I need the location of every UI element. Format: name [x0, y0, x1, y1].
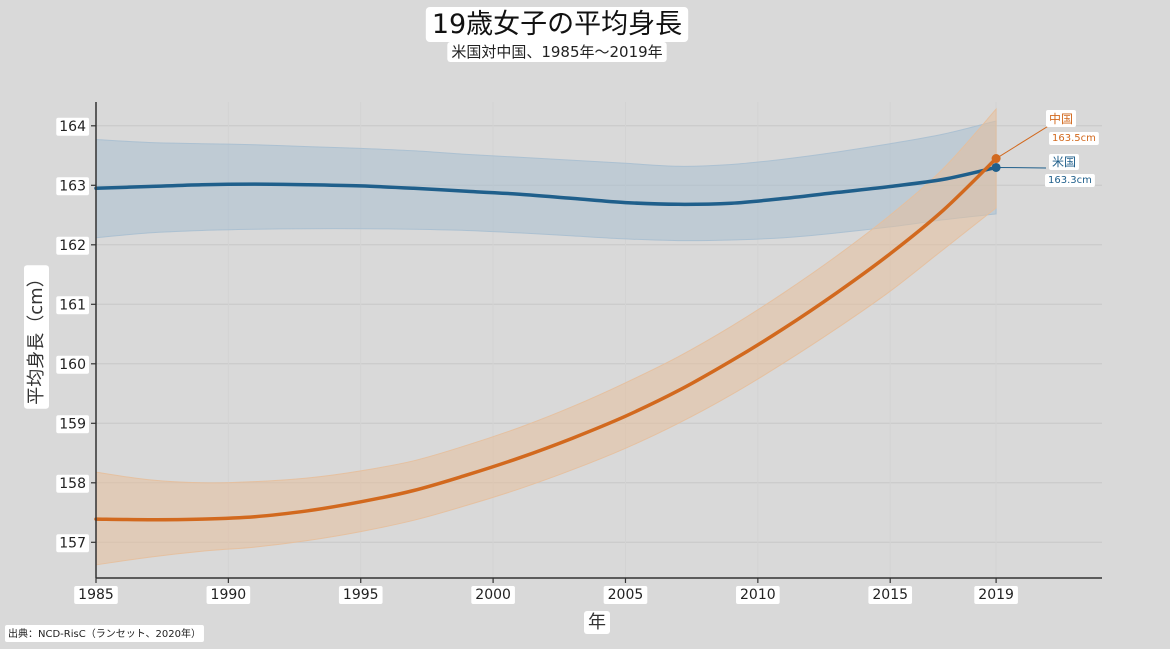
y-axis-title: 平均身長（cm） — [26, 269, 47, 404]
end-label-0: 米国 163.3cm — [991, 154, 1095, 187]
x-tick-label-box — [974, 586, 1018, 604]
y-tick-label: 159 — [59, 416, 86, 432]
series-lines — [94, 156, 998, 522]
x-tick: 1985 — [74, 578, 118, 604]
y-tick: 160 — [56, 355, 96, 374]
chart-subtitle-box — [447, 42, 667, 62]
y-axis-title-box — [24, 265, 49, 409]
chart-subtitle-group: 米国対中国、1985年～2019年 — [447, 42, 667, 62]
chart-title: 19歳女子の平均身長 — [432, 9, 682, 40]
x-tick-label-box — [74, 586, 118, 604]
source-note-box — [5, 625, 204, 642]
y-tick: 157 — [56, 534, 96, 553]
y-tick: 163 — [56, 177, 96, 196]
chart-subtitle: 米国対中国、1985年～2019年 — [451, 43, 662, 61]
x-axis-title-group: 年 — [584, 611, 610, 634]
confidence-bands — [95, 107, 997, 566]
confidence-band-0 — [95, 120, 997, 242]
y-tick: 158 — [56, 474, 96, 493]
x-tick-label-box — [338, 586, 383, 604]
y-tick-label-box — [56, 355, 89, 374]
x-tick-label: 2010 — [740, 587, 776, 603]
chart-title-group: 19歳女子の平均身長 — [425, 7, 689, 42]
end-label-name: 中国 — [1049, 111, 1073, 126]
x-ticks: 1985 1990 1995 2000 2005 2010 2015 2019 — [74, 578, 1018, 604]
end-label-name-box — [1046, 110, 1077, 127]
axes — [95, 102, 1102, 579]
end-label-value-box — [1049, 132, 1099, 145]
x-tick: 2005 — [603, 578, 648, 604]
y-axis-title-group: 平均身長（cm） — [24, 265, 49, 409]
y-tick: 162 — [56, 236, 96, 255]
y-tick-label-box — [56, 296, 89, 315]
x-tick: 1995 — [338, 578, 383, 604]
y-tick-label-box — [56, 474, 89, 493]
end-label-leader — [995, 124, 1051, 159]
y-tick-label-box — [56, 177, 89, 196]
y-tick: 159 — [56, 415, 96, 434]
end-labels: 米国 163.3cm 中国 163.5cm — [991, 110, 1099, 187]
x-tick-label: 1985 — [78, 587, 114, 603]
x-tick-label-box — [736, 586, 780, 604]
y-tick-label-box — [56, 534, 89, 553]
source-note-group: 出典：NCD-RisC（ランセット、2020年） — [5, 625, 204, 642]
x-tick-label: 2015 — [872, 587, 908, 603]
end-label-name-box — [1049, 154, 1080, 170]
end-point-marker — [991, 154, 1001, 164]
y-tick-label: 161 — [59, 297, 86, 313]
y-tick-label-box — [56, 415, 89, 434]
y-tick-label: 163 — [59, 178, 86, 194]
x-axis-title: 年 — [588, 612, 606, 633]
x-tick: 2019 — [974, 578, 1018, 604]
y-tick-label-box — [56, 236, 89, 255]
end-label-leader — [996, 166, 1047, 169]
y-tick-label-box — [56, 117, 90, 136]
x-tick-label: 2019 — [978, 587, 1014, 603]
series-line-0 — [94, 165, 998, 207]
x-tick-label-box — [471, 586, 515, 604]
y-tick-label: 158 — [59, 476, 86, 492]
source-note: 出典：NCD-RisC（ランセット、2020年） — [8, 627, 201, 640]
x-axis-title-box — [584, 611, 610, 634]
series-line-1 — [94, 156, 998, 522]
end-label-1: 中国 163.5cm — [991, 110, 1099, 164]
y-tick: 161 — [56, 296, 96, 315]
x-tick-label-box — [603, 586, 648, 604]
x-tick: 2015 — [868, 578, 913, 604]
end-label-value: 163.5cm — [1052, 133, 1096, 144]
y-tick-label: 157 — [59, 535, 86, 551]
x-tick-label-box — [206, 586, 251, 604]
y-tick-label: 162 — [59, 238, 86, 254]
x-tick-label-box — [868, 586, 913, 604]
y-tick-label: 160 — [59, 357, 86, 373]
x-tick-label: 2000 — [475, 587, 511, 603]
x-tick-label: 1995 — [343, 587, 379, 603]
x-tick-label: 2005 — [608, 587, 644, 603]
y-tick-label: 164 — [59, 119, 86, 135]
end-label-value-box — [1045, 174, 1095, 187]
chart-title-box — [425, 7, 689, 42]
end-point-marker — [991, 162, 1001, 172]
end-label-value: 163.3cm — [1048, 175, 1092, 186]
end-label-name: 米国 — [1052, 155, 1076, 169]
y-tick: 164 — [56, 117, 96, 136]
x-tick-label: 1990 — [211, 587, 247, 603]
x-tick: 2010 — [736, 578, 780, 604]
x-tick: 1990 — [206, 578, 251, 604]
y-ticks: 157 158 159 160 161 162 163 164 — [56, 117, 96, 553]
x-tick: 2000 — [471, 578, 515, 604]
